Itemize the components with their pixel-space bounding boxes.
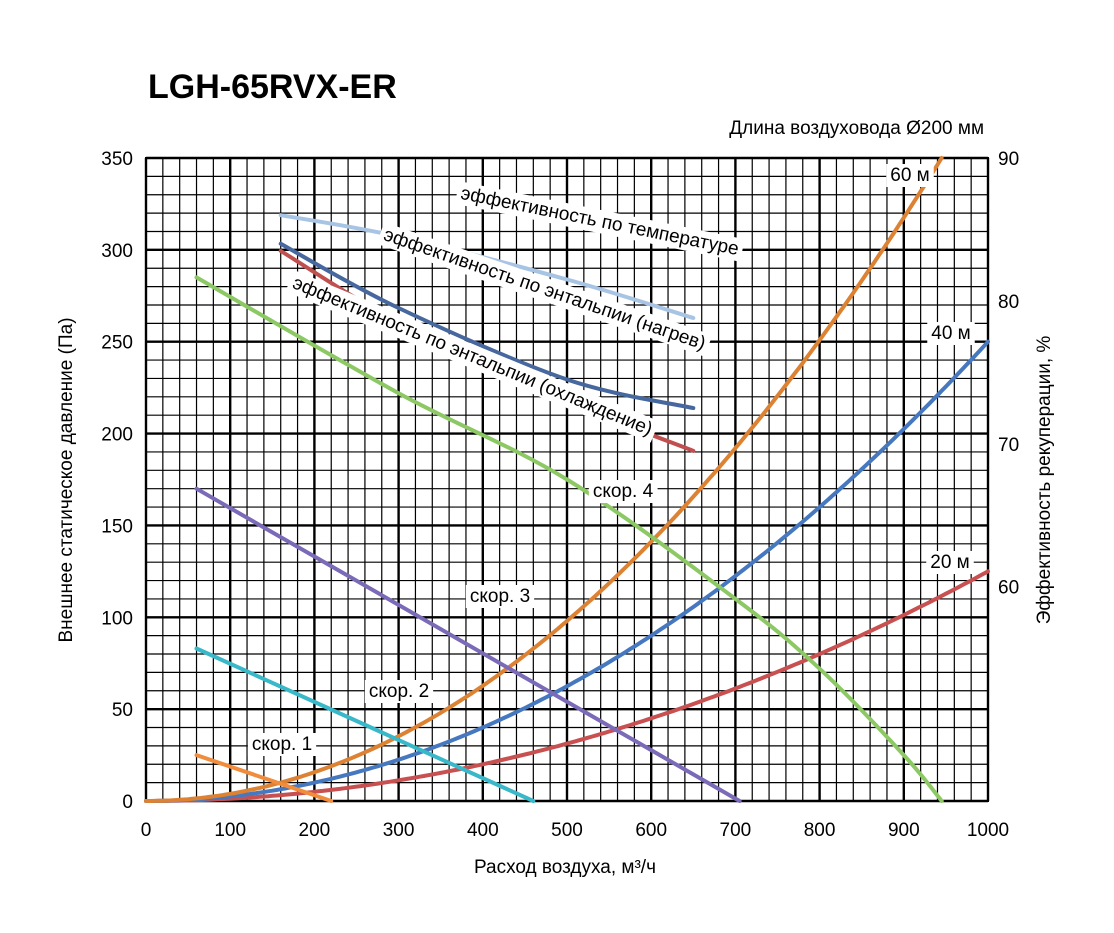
chart-subtitle: Длина воздуховода Ø200 мм — [729, 118, 984, 139]
y2-axis-label: Эффективность рекуперации, % — [1034, 336, 1055, 625]
curve-label: 40 м — [927, 322, 975, 345]
curve-label: скор. 1 — [247, 733, 317, 756]
x-tick-label: 700 — [720, 820, 752, 841]
y-tick-labels: 0 50 100 150 200 250 300 350 — [101, 149, 133, 813]
curve-label-bg — [247, 733, 317, 756]
x-tick-label: 300 — [383, 820, 415, 841]
chart-title: LGH-65RVX-ER — [148, 68, 397, 106]
y-tick-label: 200 — [101, 425, 133, 446]
x-tick-label: 100 — [214, 820, 246, 841]
curve-label-text: скор. 2 — [369, 681, 429, 702]
y-tick-label: 50 — [112, 700, 133, 721]
curve-labels: скор. 1 скор. 2 скор. 3 скор. 4 20 м 40 м 60 м… — [247, 164, 975, 756]
y-tick-label: 150 — [101, 516, 133, 537]
y-tick-label: 250 — [101, 333, 133, 354]
duct-curve — [144, 569, 990, 803]
x-tick-label: 900 — [888, 820, 920, 841]
duct-curve — [144, 339, 990, 803]
x-axis-label: Расход воздуха, м³/ч — [474, 857, 656, 878]
curve-label-bg — [927, 322, 975, 345]
curve-label: скор. 4 — [588, 480, 658, 503]
curve-label-bg — [285, 270, 660, 443]
curve-label-bg — [588, 480, 658, 503]
y2-tick-label: 70 — [998, 435, 1019, 456]
x-tick-label: 0 — [141, 820, 152, 841]
curve-label-text: скор. 1 — [252, 734, 312, 755]
curve-label-text: 40 м — [931, 323, 970, 344]
curve-label-text: скор. 3 — [470, 586, 530, 607]
x-tick-label: 600 — [635, 820, 667, 841]
y-axis-label: Внешнее статическое давление (Па) — [56, 317, 77, 642]
x-tick-label: 200 — [299, 820, 331, 841]
fan-curve — [194, 753, 334, 803]
fan-curve — [194, 275, 944, 803]
curve-label: 60 м — [886, 164, 934, 187]
curve-label-text: скор. 4 — [593, 481, 654, 502]
x-tick-label: 400 — [467, 820, 499, 841]
curve-label-bg — [376, 222, 713, 357]
y-tick-label: 300 — [101, 241, 133, 262]
y-tick-label: 100 — [101, 608, 133, 629]
curve-label: скор. 3 — [465, 585, 535, 608]
curve-label-bg — [454, 181, 745, 262]
duct-curve — [144, 156, 944, 803]
x-tick-label: 1000 — [967, 820, 1009, 841]
efficiency-curve — [278, 241, 696, 411]
fan-curve — [194, 646, 536, 803]
plot-frame — [145, 157, 989, 802]
curve-label-text: 20 м — [930, 552, 969, 573]
y2-tick-labels: 60 70 80 90 — [998, 149, 1019, 599]
x-tick-label: 800 — [804, 820, 836, 841]
curve-label-bg — [364, 680, 434, 703]
y2-tick-label: 80 — [998, 292, 1019, 313]
curve-label: 20 м — [926, 551, 974, 574]
y2-tick-label: 90 — [998, 149, 1019, 170]
curve-label: скор. 2 — [364, 680, 434, 703]
x-tick-labels: 0 100 200 300 400 500 600 700 800 900 1000 — [141, 820, 1009, 841]
x-tick-label: 500 — [551, 820, 583, 841]
y-tick-label: 350 — [101, 149, 133, 170]
y2-tick-label: 60 — [998, 578, 1019, 599]
curve-label-bg — [926, 551, 974, 574]
curve-label: эффективность по энтальпии (охлаждение) — [285, 270, 660, 443]
y-tick-label: 0 — [122, 792, 133, 813]
curve-label-bg — [465, 585, 535, 608]
curve-label-text: 60 м — [890, 165, 929, 186]
curve-label-bg — [886, 164, 934, 187]
fan-curve — [194, 486, 742, 803]
